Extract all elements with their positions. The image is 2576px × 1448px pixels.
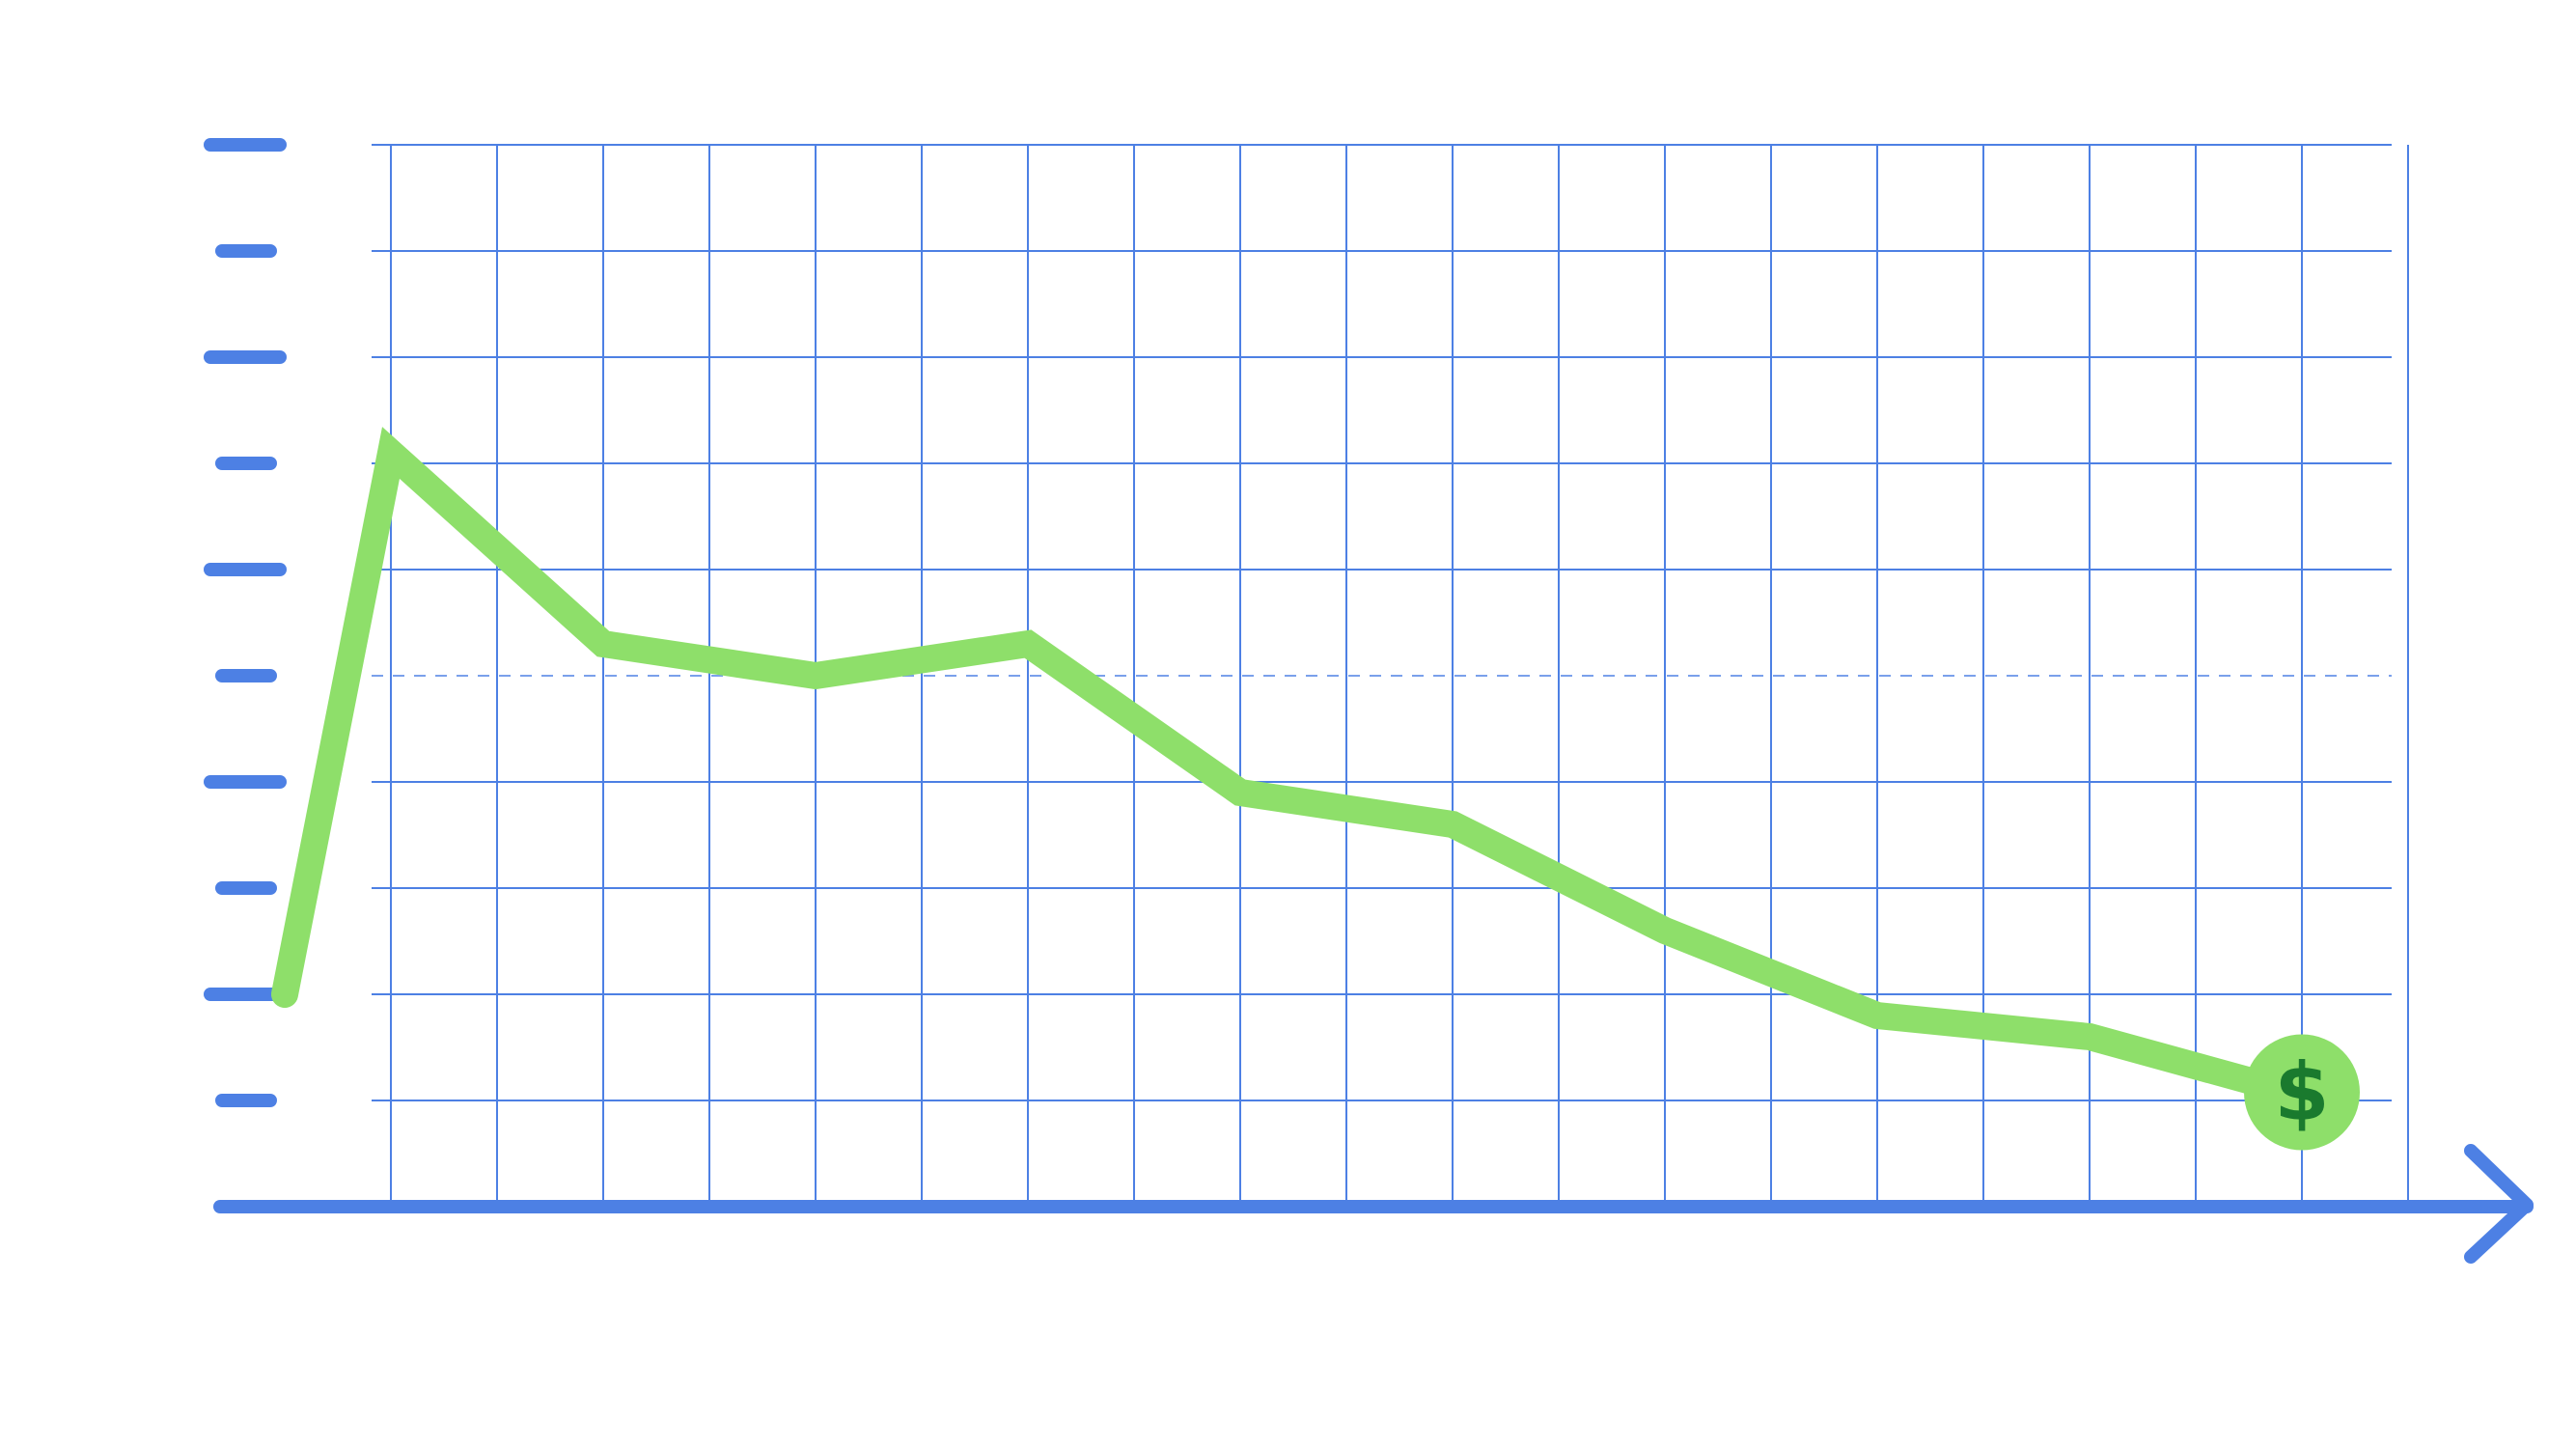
- y-axis-ticks: [204, 138, 287, 1107]
- x-axis-arrow-icon: [2464, 1144, 2534, 1264]
- dollar-sign-label: $: [2274, 1047, 2329, 1139]
- grid-lines: [372, 144, 2409, 1207]
- coin-circle: [2244, 1034, 2360, 1151]
- dollar-coin-icon: $: [2244, 1034, 2360, 1151]
- series-line: [271, 427, 2315, 1109]
